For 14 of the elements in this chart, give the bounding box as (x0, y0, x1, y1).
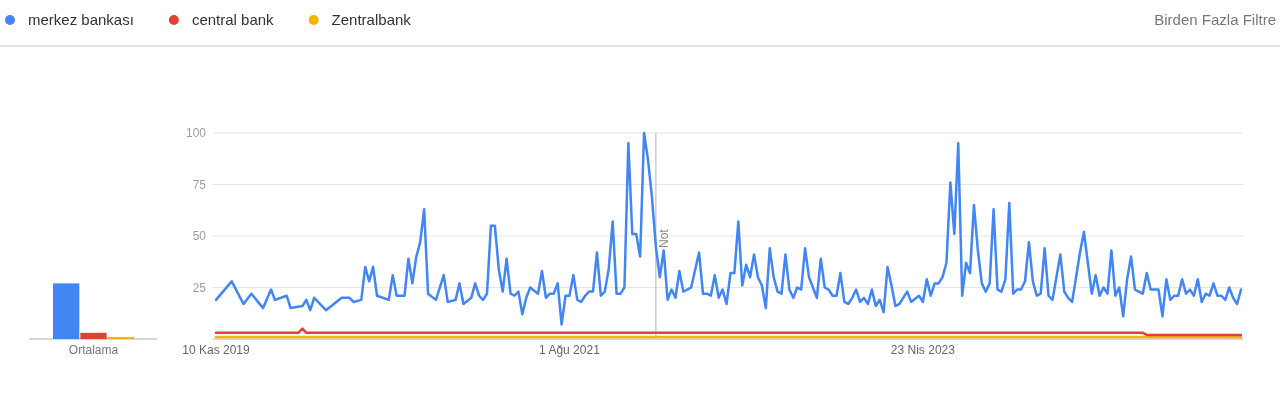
y-tick-label: 50 (192, 229, 207, 244)
x-tick-label: 23 Nis 2023 (890, 343, 956, 357)
x-tick-label: 10 Kas 2019 (182, 343, 251, 357)
line-series (214, 131, 1243, 326)
y-tick-label: 25 (192, 280, 207, 295)
ref-line-label: Not (656, 228, 671, 248)
x-tick-label: Ortalama (68, 343, 119, 357)
y-tick-label: 100 (185, 126, 207, 141)
legend-label: central bank (191, 11, 275, 29)
y-tick-label: 75 (192, 177, 207, 192)
x-tick-label: 1 Ağu 2021 (539, 343, 601, 357)
legend-label: Zentralbank (331, 11, 412, 29)
legend-label: merkez bankası (28, 11, 134, 29)
text: Birden Fazla Filtre (1154, 11, 1276, 29)
